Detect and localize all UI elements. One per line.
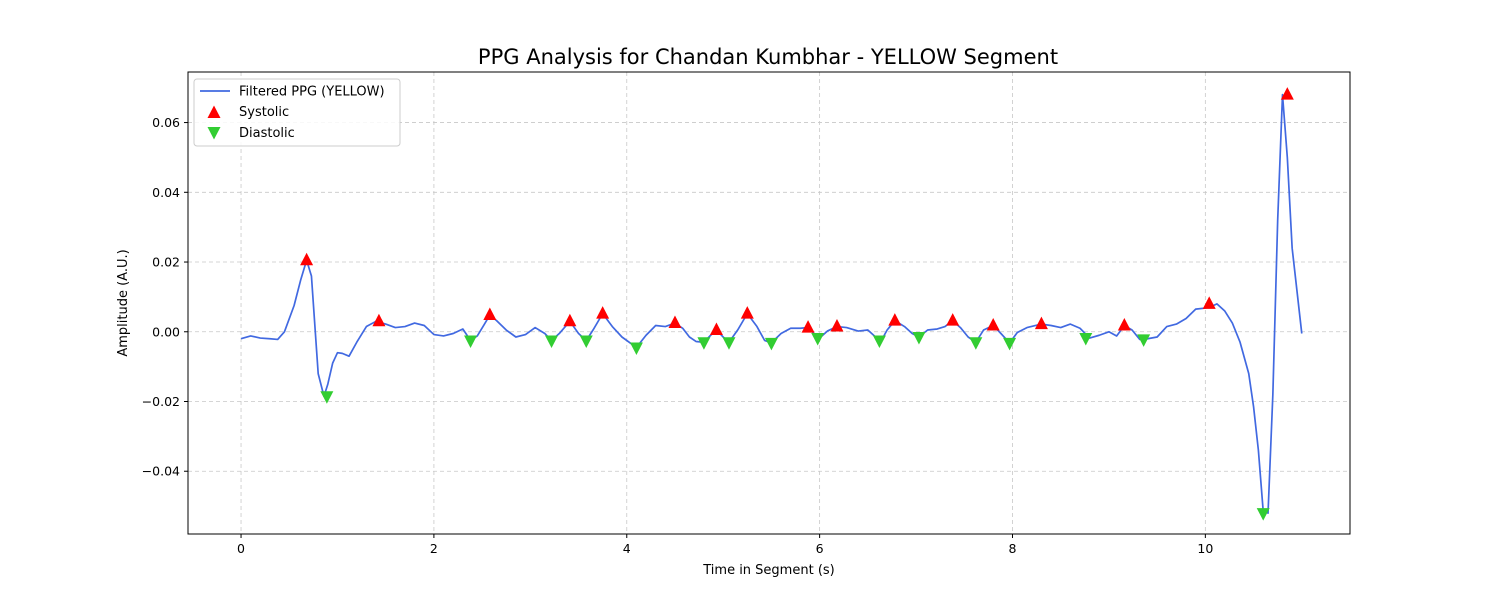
diastolic-marker [464, 335, 478, 348]
x-tick-label: 10 [1197, 541, 1213, 556]
y-tick-label: −0.04 [142, 464, 180, 479]
x-tick-label: 8 [1009, 541, 1017, 556]
diastolic-marker [320, 391, 334, 404]
systolic-marker [801, 320, 815, 333]
diastolic-marker [764, 337, 778, 351]
diastolic-marker [969, 337, 983, 350]
systolic-marker [1202, 296, 1216, 309]
legend-entry-label: Diastolic [239, 126, 295, 141]
systolic-marker [596, 306, 610, 319]
systolic-marker [986, 317, 1000, 331]
diastolic-marker [1137, 334, 1151, 347]
diastolic-marker [1256, 508, 1270, 521]
y-tick-label: 0.02 [152, 255, 180, 270]
y-tick-label: 0.06 [152, 115, 180, 130]
legend: Filtered PPG (YELLOW) Systolic Diastolic [193, 78, 401, 147]
diastolic-marker [872, 335, 886, 348]
systolic-marker [563, 313, 577, 327]
y-axis-label: Amplitude (A.U.) [116, 249, 131, 356]
systolic-marker [830, 319, 844, 332]
diastolic-marker [811, 333, 825, 346]
systolic-marker [668, 315, 682, 329]
plot-frame [187, 71, 1351, 535]
systolic-marker [946, 313, 960, 326]
systolic-marker [483, 307, 497, 321]
diastolic-marker [1079, 333, 1093, 346]
diastolic-marker [579, 335, 593, 348]
y-axis-ticks: −0.04 −0.02 0.00 0.02 0.04 0.06 [142, 115, 188, 479]
x-axis-ticks: 0 2 4 6 8 10 [237, 534, 1213, 556]
systolic-marker [740, 306, 754, 319]
legend-entry-label: Systolic [239, 105, 289, 120]
systolic-marker [300, 252, 314, 266]
diastolic-marker [629, 342, 643, 355]
diastolic-marker [912, 331, 926, 345]
x-tick-label: 0 [237, 541, 245, 556]
grid [188, 72, 1350, 534]
legend-frame [193, 78, 401, 147]
diastolic-marker [722, 337, 736, 350]
legend-diastolic-marker [207, 127, 221, 140]
plot-area [188, 72, 1350, 534]
diastolic-marker [1003, 337, 1017, 351]
x-tick-label: 2 [430, 541, 438, 556]
diastolic-marker [545, 335, 559, 348]
y-tick-label: 0.00 [152, 324, 180, 339]
systolic-marker [1280, 87, 1294, 100]
systolic-marker [1117, 317, 1131, 331]
systolic-marker [372, 313, 386, 327]
x-axis-label: Time in Segment (s) [702, 563, 834, 578]
systolic-marker [1034, 316, 1048, 330]
y-tick-label: −0.02 [142, 394, 180, 409]
legend-entry-label: Filtered PPG (YELLOW) [239, 85, 385, 100]
systolic-marker [888, 313, 902, 326]
x-tick-label: 6 [816, 541, 824, 556]
y-tick-label: 0.04 [152, 185, 180, 200]
markers-layer [300, 87, 1294, 521]
systolic-marker [709, 322, 723, 336]
diastolic-marker [697, 337, 711, 350]
chart-title: PPG Analysis for Chandan Kumbhar - YELLO… [478, 45, 1058, 69]
legend-systolic-marker [207, 105, 221, 118]
x-tick-label: 4 [623, 541, 631, 556]
